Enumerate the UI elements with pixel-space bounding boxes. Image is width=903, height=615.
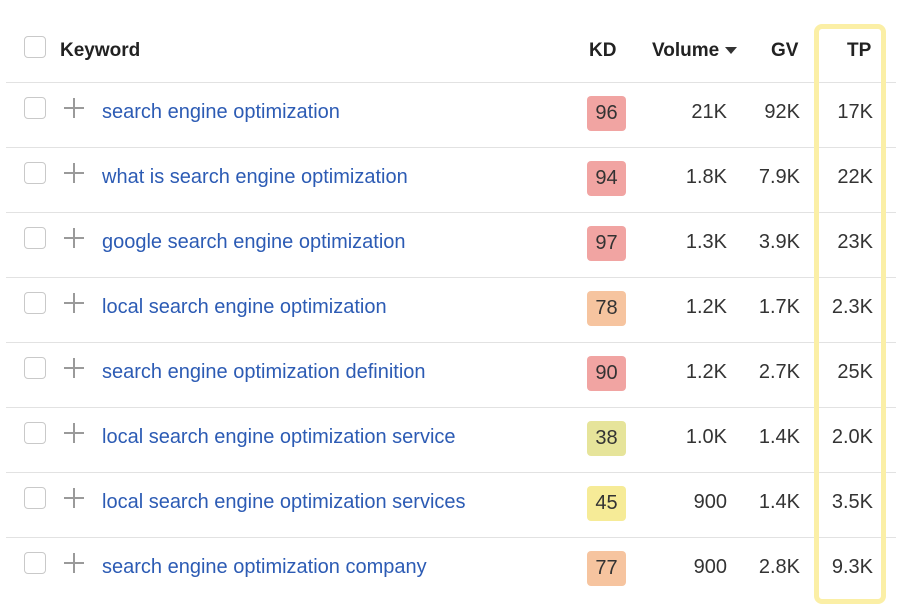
row-checkbox[interactable] [24, 292, 46, 314]
kd-badge: 45 [587, 486, 626, 521]
tp-value: 22K [837, 166, 873, 188]
tp-value: 17K [837, 101, 873, 123]
table-row: local search engine optimization service… [6, 472, 896, 538]
row-checkbox[interactable] [24, 97, 46, 119]
keyword-link[interactable]: what is search engine optimization [102, 166, 408, 188]
table-row: search engine optimization company 77 900 2… [6, 537, 896, 602]
add-to-list-icon[interactable] [64, 98, 84, 118]
kd-badge: 77 [587, 551, 626, 586]
volume-value: 1.0K [685, 426, 727, 448]
volume-column-header[interactable]: Volume [652, 40, 738, 62]
keyword-link[interactable]: search engine optimization [102, 101, 340, 123]
kd-badge: 96 [587, 96, 626, 131]
gv-column-header[interactable]: GV [771, 40, 799, 61]
tp-value: 2.3K [831, 296, 873, 318]
volume-value: 21K [691, 101, 727, 123]
tp-column-header[interactable]: TP [847, 40, 872, 61]
sort-desc-icon [725, 47, 738, 54]
add-to-list-icon[interactable] [64, 488, 84, 508]
row-checkbox[interactable] [24, 162, 46, 184]
add-to-list-icon[interactable] [64, 163, 84, 183]
table-row: local search engine optimization service… [6, 407, 896, 473]
tp-column-highlight [814, 24, 886, 604]
add-to-list-icon[interactable] [64, 293, 84, 313]
keyword-link[interactable]: search engine optimization company [102, 556, 427, 578]
gv-value: 3.9K [758, 231, 800, 253]
kd-badge: 90 [587, 356, 626, 391]
tp-value: 9.3K [831, 556, 873, 578]
gv-value: 1.4K [758, 491, 800, 513]
row-checkbox[interactable] [24, 357, 46, 379]
tp-value: 3.5K [831, 491, 873, 513]
volume-header-label: Volume [652, 40, 720, 61]
table-row: search engine optimization definition 90 1… [6, 342, 896, 408]
row-checkbox[interactable] [24, 227, 46, 249]
kd-badge: 94 [587, 161, 626, 196]
table-header: Keyword KD Volume GV TP [6, 18, 896, 83]
gv-value: 2.8K [758, 556, 800, 578]
tp-value: 25K [837, 361, 873, 383]
keyword-link[interactable]: search engine optimization definition [102, 361, 426, 383]
gv-value: 1.7K [758, 296, 800, 318]
add-to-list-icon[interactable] [64, 358, 84, 378]
keyword-link[interactable]: local search engine optimization service… [102, 491, 466, 513]
table-row: what is search engine optimization 94 1.8K… [6, 147, 896, 213]
volume-value: 1.3K [685, 231, 727, 253]
gv-value: 1.4K [758, 426, 800, 448]
gv-value: 2.7K [758, 361, 800, 383]
volume-value: 1.2K [685, 361, 727, 383]
volume-value: 1.8K [685, 166, 727, 188]
gv-value: 92K [764, 101, 800, 123]
volume-value: 900 [693, 556, 727, 578]
kd-badge: 38 [587, 421, 626, 456]
keyword-link[interactable]: local search engine optimization service [102, 426, 456, 448]
row-checkbox[interactable] [24, 552, 46, 574]
tp-value: 23K [837, 231, 873, 253]
table-row: search engine optimization 96 21K 92K 17K [6, 82, 896, 148]
keyword-column-header[interactable]: Keyword [60, 40, 141, 61]
tp-value: 2.0K [831, 426, 873, 448]
gv-value: 7.9K [758, 166, 800, 188]
kd-column-header[interactable]: KD [589, 40, 617, 61]
table-row: local search engine optimization 78 1.2K 1.… [6, 277, 896, 343]
row-checkbox[interactable] [24, 422, 46, 444]
select-all-checkbox[interactable] [24, 36, 46, 58]
volume-value: 900 [693, 491, 727, 513]
keyword-link[interactable]: local search engine optimization [102, 296, 387, 318]
keyword-link[interactable]: google search engine optimization [102, 231, 406, 253]
add-to-list-icon[interactable] [64, 423, 84, 443]
add-to-list-icon[interactable] [64, 553, 84, 573]
row-checkbox[interactable] [24, 487, 46, 509]
kd-badge: 97 [587, 226, 626, 261]
volume-value: 1.2K [685, 296, 727, 318]
kd-badge: 78 [587, 291, 626, 326]
add-to-list-icon[interactable] [64, 228, 84, 248]
table-row: google search engine optimization 97 1.3K 3… [6, 212, 896, 278]
